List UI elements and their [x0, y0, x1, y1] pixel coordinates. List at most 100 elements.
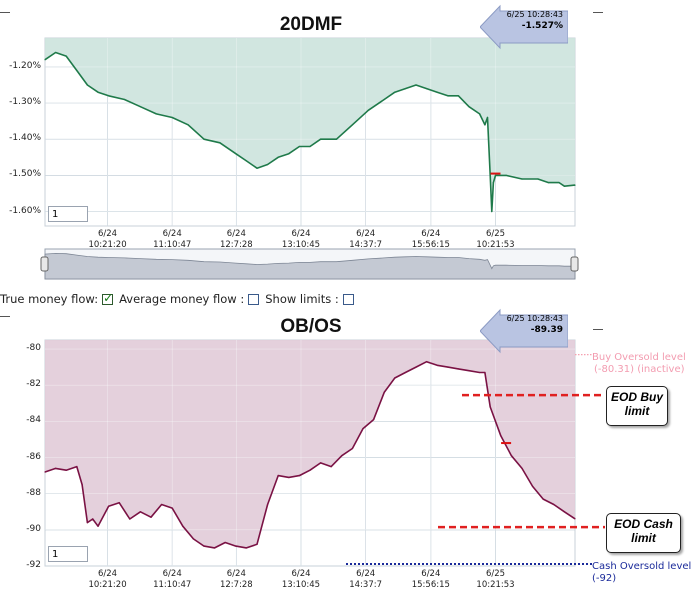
data-point	[86, 522, 88, 524]
data-point	[65, 469, 67, 471]
y-tick-label: -88	[26, 487, 41, 498]
data-point	[187, 124, 189, 126]
data-point	[404, 371, 406, 374]
x-tick-date: 6/24	[421, 569, 441, 579]
data-point	[457, 95, 459, 97]
data-point	[491, 210, 493, 213]
y-tick-label: -1.20%	[9, 60, 41, 71]
data-point	[277, 156, 279, 158]
data-point	[155, 113, 157, 115]
x-tick-label: 6/24 15:56:15	[391, 569, 471, 591]
navigator-left-handle	[40, 256, 49, 272]
data-point	[558, 182, 560, 184]
x-tick-date: 6/24	[291, 569, 311, 579]
data-point	[468, 370, 470, 372]
data-point	[479, 113, 481, 115]
top-zoom-input[interactable]: 1	[48, 206, 88, 222]
data-point	[457, 368, 459, 370]
bottom-zoom-input[interactable]: 1	[48, 546, 88, 562]
legend-dash	[593, 329, 603, 330]
data-point	[542, 498, 544, 500]
x-tick-date: 6/25	[485, 229, 506, 239]
top-callout-time: 6/25 10:28:43	[506, 10, 563, 19]
data-point	[245, 547, 247, 549]
eod-cash-annotation: EOD Cash limit	[606, 513, 681, 553]
series-area-fill	[45, 38, 575, 212]
data-point	[224, 541, 226, 544]
data-point	[118, 502, 120, 504]
data-point	[139, 511, 141, 513]
data-point	[362, 428, 364, 430]
bottom-plot-area	[44, 339, 576, 567]
data-point	[492, 182, 494, 184]
data-point	[97, 91, 99, 93]
data-point	[415, 366, 417, 368]
data-point	[139, 106, 141, 108]
data-point	[203, 545, 205, 547]
x-tick-label: 6/24 14:37:7	[326, 229, 406, 251]
show-limits-checkbox[interactable]	[342, 293, 354, 305]
data-point	[521, 467, 523, 469]
x-tick-date: 6/24	[97, 569, 118, 579]
data-point	[426, 361, 428, 363]
show-limits-label: Show limits :	[265, 292, 339, 306]
true-money-flow-checkbox[interactable]	[102, 291, 113, 305]
legend-dash	[0, 12, 10, 13]
average-money-flow-checkbox[interactable]	[248, 293, 260, 305]
data-point	[298, 145, 300, 148]
data-point	[521, 178, 523, 180]
data-point	[309, 469, 311, 471]
x-tick-time: 13:10:45	[281, 240, 321, 250]
range-navigator	[40, 248, 579, 280]
data-point	[563, 185, 566, 187]
buy-oversold-level-line1: Buy Oversold level	[592, 352, 686, 363]
data-point	[44, 471, 46, 473]
true-money-flow-label: True money flow:	[0, 292, 99, 306]
x-tick-date: 6/24	[421, 229, 441, 239]
top-chart-title: 20DMF	[279, 14, 343, 35]
bottom-callout-value: -89.39	[530, 325, 563, 335]
cash-oversold-level-line1: Cash Oversold level	[592, 561, 692, 572]
data-point	[288, 153, 290, 155]
x-tick-time: 14:37:7	[349, 580, 383, 590]
data-point	[86, 84, 88, 86]
data-point	[76, 466, 78, 468]
x-tick-time: 13:10:45	[281, 580, 321, 590]
data-point	[383, 391, 385, 393]
y-tick-label: -92	[26, 560, 41, 570]
data-point	[574, 184, 576, 186]
eod-buy-annotation-line1: EOD Buy	[611, 390, 664, 404]
x-tick-date: 6/24	[226, 569, 246, 579]
y-tick-label: -80	[26, 343, 41, 354]
data-point	[494, 174, 497, 176]
series-area-fill	[45, 340, 575, 548]
y-tick-label: -86	[26, 451, 41, 462]
data-point	[219, 142, 221, 144]
x-tick-label: 6/24 11:10:47	[132, 569, 212, 591]
navigator-series	[44, 252, 576, 280]
data-point	[171, 507, 173, 509]
data-point	[394, 377, 396, 379]
data-point	[479, 371, 481, 374]
data-point	[235, 153, 237, 155]
data-point	[277, 475, 279, 477]
y-tick-label: -1.30%	[9, 97, 41, 108]
data-point	[288, 476, 290, 478]
cash-oversold-level-line2: (-92)	[592, 573, 617, 584]
x-tick-date: 6/24	[356, 569, 376, 579]
data-point	[436, 364, 438, 366]
x-tick-time: 11:10:47	[153, 580, 192, 590]
left-arrow-icon	[480, 4, 568, 50]
data-point	[505, 174, 507, 176]
toggle-row: True money flow: Average money flow : Sh…	[0, 291, 360, 306]
data-point	[129, 518, 131, 520]
data-point	[123, 98, 126, 101]
data-point	[76, 69, 78, 72]
x-tick-label: 6/24 15:56:15	[391, 229, 471, 251]
x-tick-label: 6/25 10:21:53	[456, 569, 536, 591]
data-point	[192, 538, 194, 540]
data-point	[203, 138, 205, 140]
data-point	[55, 467, 57, 469]
x-tick-date: 6/24	[162, 569, 182, 579]
